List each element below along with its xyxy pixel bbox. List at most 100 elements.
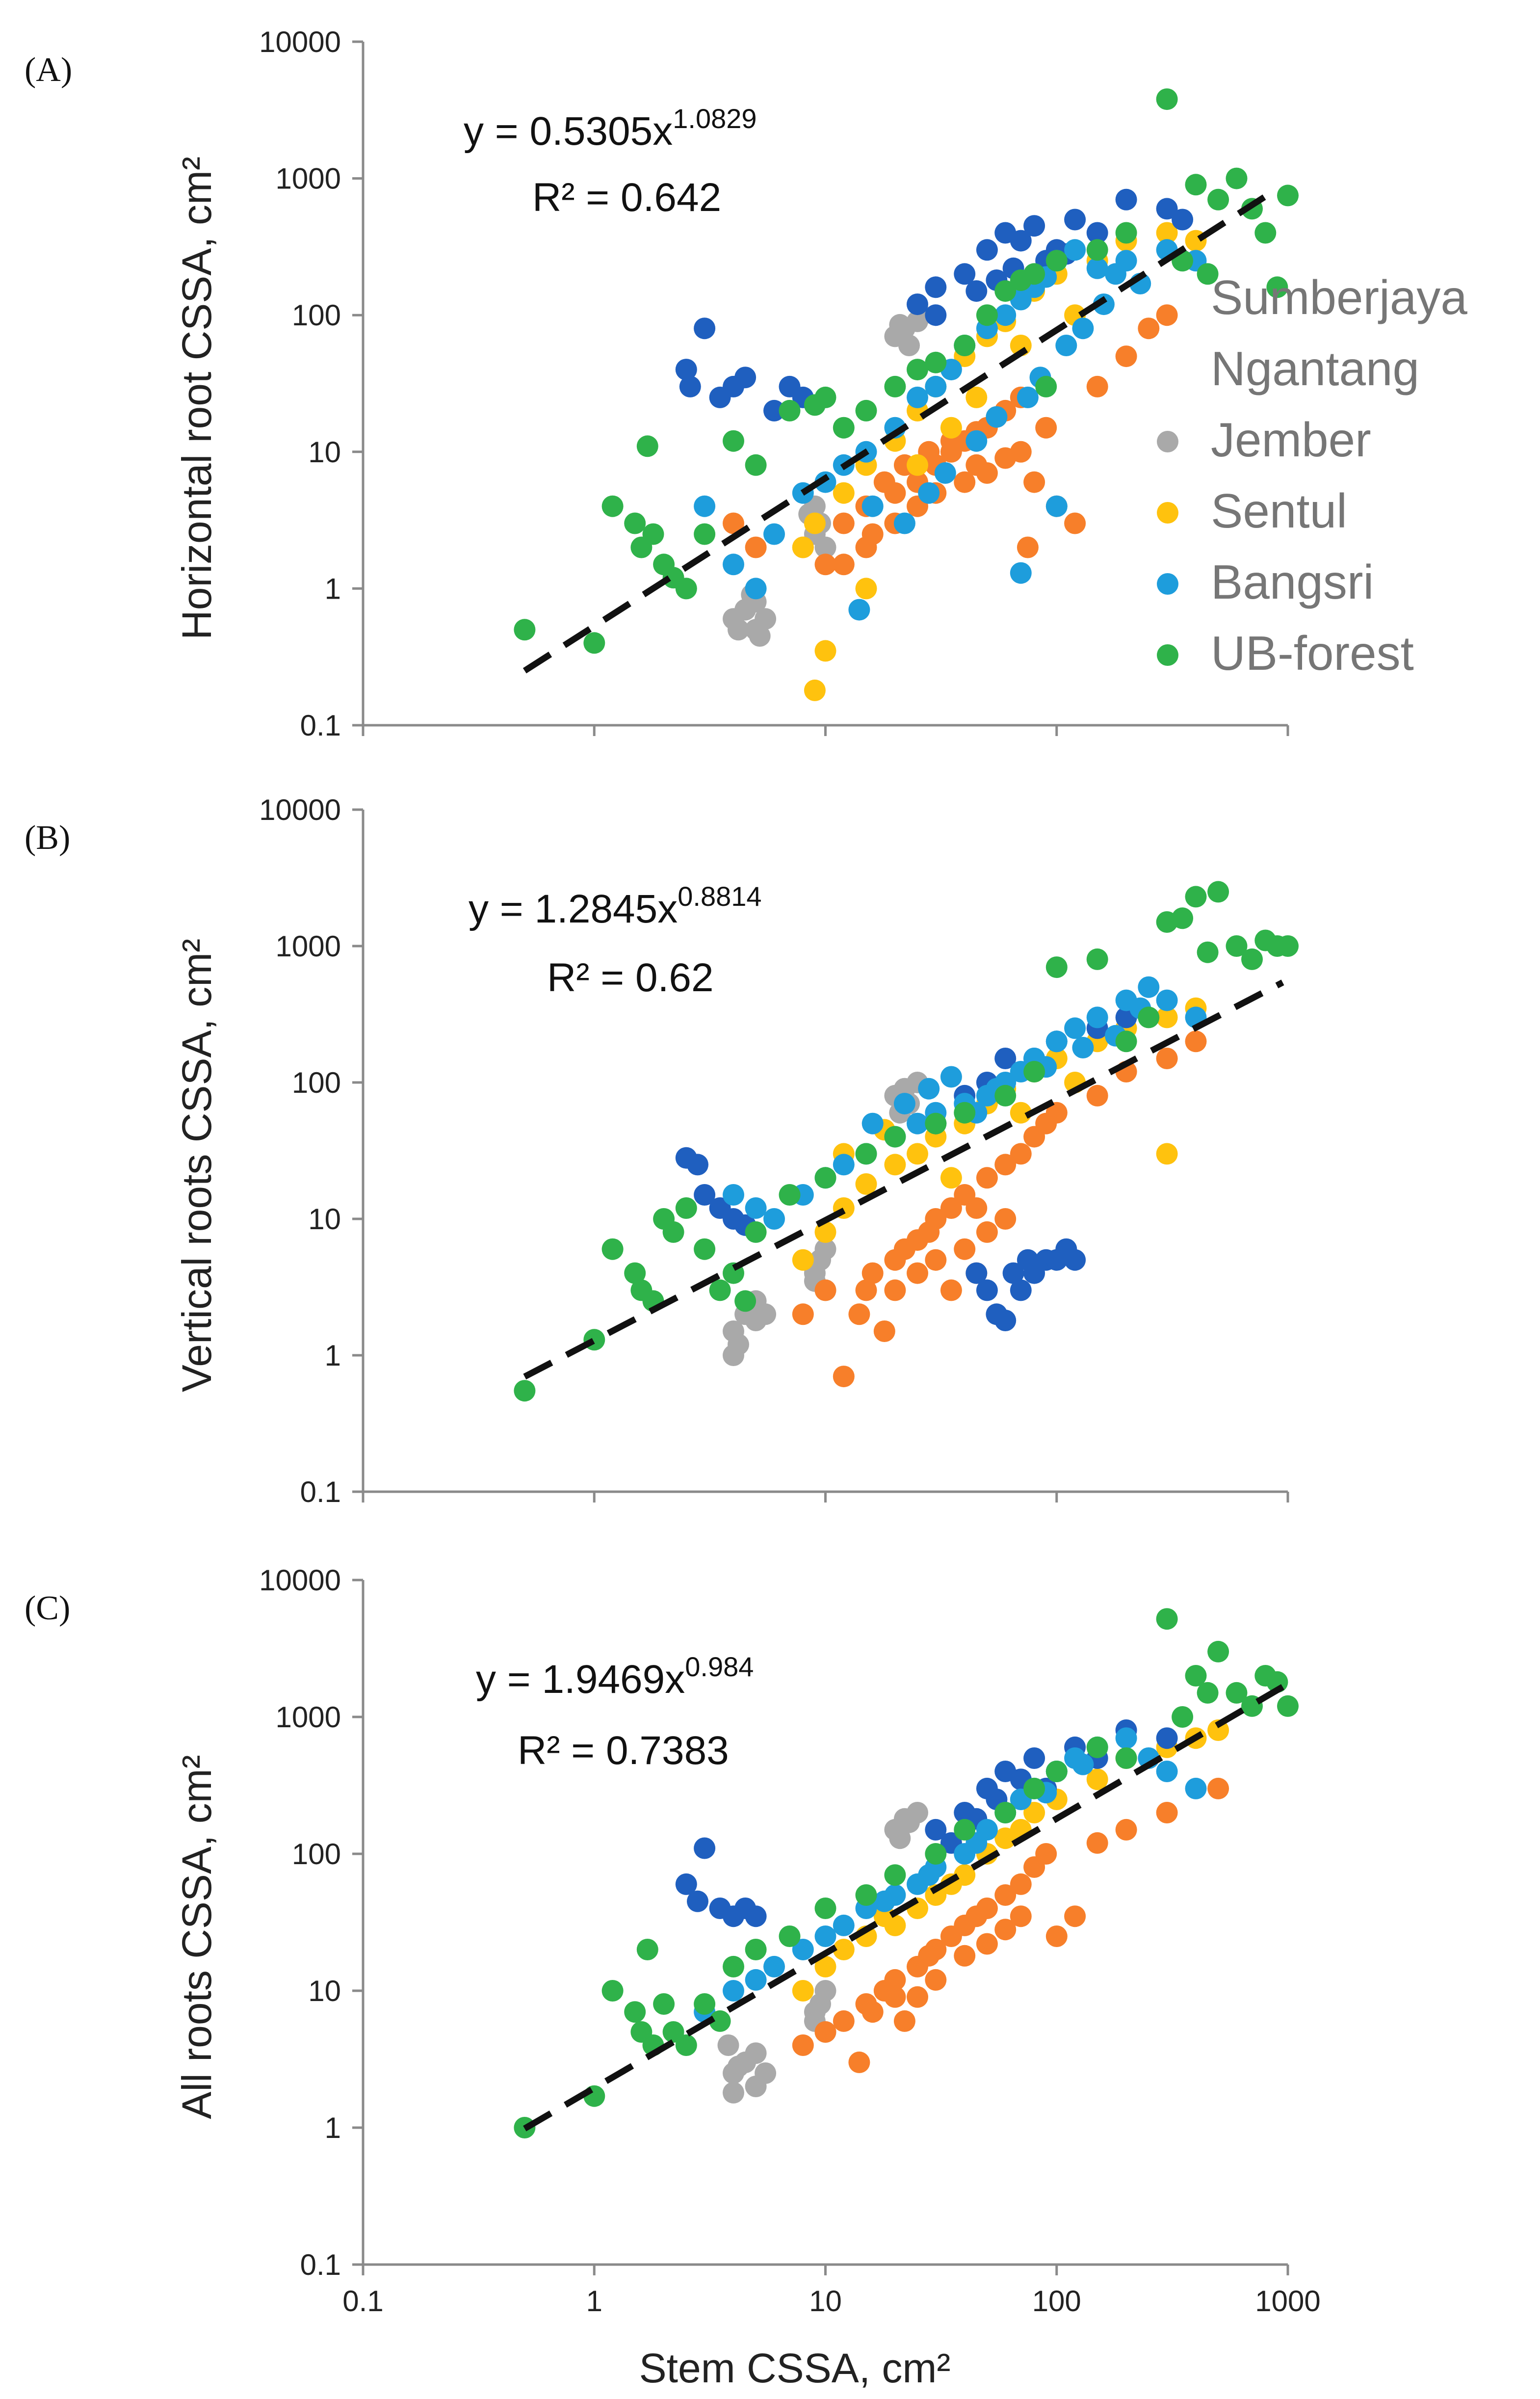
data-point [675,2034,697,2056]
data-point [814,1925,836,1947]
data-point [814,1221,836,1243]
data-point [745,1905,767,1927]
y-tick-label: 100 [292,299,341,332]
y-tick-label: 100 [292,1066,341,1099]
data-point [884,1864,906,1886]
data-point [966,430,988,452]
data-point [814,386,836,408]
data-point [1023,471,1045,493]
data-point [1010,230,1032,252]
data-point [925,1969,947,1991]
r-squared: R² = 0.642 [532,175,721,220]
data-point [940,1167,962,1189]
data-point [976,1221,998,1243]
y-tick-label: 1000 [276,1701,341,1734]
y-tick-label: 10000 [259,1564,341,1597]
data-point [687,1890,708,1912]
data-point [1185,174,1207,196]
data-point [940,1066,962,1088]
data-point [954,471,976,493]
data-point [1138,317,1160,340]
data-point [792,2034,814,2056]
data-point [925,1884,947,1906]
data-point [1115,188,1137,211]
data-point [814,1238,836,1260]
data-point [907,1986,928,2008]
data-point [723,2082,744,2104]
data-point [1086,1006,1108,1028]
legend-label: Sumberjaya [1211,270,1467,324]
data-point [662,2021,684,2043]
data-point [1072,317,1094,340]
data-point [745,578,767,600]
data-point [976,1167,998,1189]
legend-marker [1157,573,1178,595]
legend-marker [1157,644,1178,666]
data-point [861,2001,884,2023]
data-point [994,1208,1017,1230]
data-point [884,1969,906,1991]
legend-item-jember: Jember [1157,413,1371,467]
legend-item-sumberjaya: Sumberjaya [1211,270,1467,324]
data-point [907,1112,928,1134]
data-point [1156,1608,1178,1630]
data-point [1086,1832,1108,1854]
data-point [745,1969,767,1991]
legend-item-bangsri: Bangsri [1157,555,1374,609]
data-point [918,482,940,504]
data-point [734,1290,757,1312]
data-point [907,454,928,476]
data-point [1035,1843,1057,1865]
data-point [1064,239,1086,261]
data-point [940,417,962,439]
fit-equation: y = 1.9469x0.984 [476,1651,754,1702]
data-point [861,495,884,517]
y-axis-title: Vertical roots CSSA, cm² [174,939,220,1392]
data-point [994,1919,1017,1941]
data-point [1086,1768,1108,1791]
data-point [833,1939,855,1960]
data-point [855,578,877,600]
data-point [679,375,701,397]
data-point [966,1262,988,1284]
data-point [898,1811,920,1833]
legend-marker [1157,431,1178,452]
data-point [833,1154,855,1176]
data-point [918,1864,940,1886]
data-point [1086,257,1108,279]
data-point [1115,1727,1137,1749]
data-point [694,317,716,340]
data-point [814,640,836,662]
data-point [884,1279,906,1301]
data-point [925,1112,947,1134]
fit-line [522,186,1279,674]
data-point [855,1279,877,1301]
data-point [976,1279,998,1301]
data-point [925,1939,947,1960]
data-point [966,1197,988,1219]
data-point [1226,167,1248,189]
data-point [745,1197,767,1219]
data-point [976,462,998,484]
data-point [1045,956,1068,978]
data-point [745,536,767,558]
panel-1: 10000 1000 100 10 1 0.1 Horizontal root CSSA, … [25,26,1299,742]
data-point [1023,215,1045,237]
data-point [1226,1682,1248,1704]
data-point [514,1380,536,1402]
data-point [954,1945,976,1967]
data-point [1017,536,1039,558]
data-point [728,619,749,641]
data-point [804,679,826,701]
x-tick-label: 1 [586,2285,602,2318]
data-point [675,1197,697,1219]
data-point [833,417,855,439]
data-point [1072,1753,1094,1775]
data-point [1086,948,1108,970]
data-point [792,1939,814,1960]
data-point [1086,1736,1108,1758]
data-point [1064,1905,1086,1927]
data-point [1277,1695,1299,1717]
data-point [884,1126,906,1148]
data-point [814,1955,836,1977]
